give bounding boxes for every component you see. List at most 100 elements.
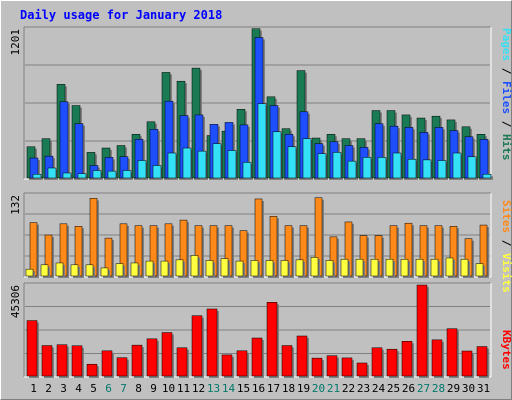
visits-bar	[325, 260, 334, 277]
visits-bar	[70, 264, 79, 277]
visits-bar	[355, 258, 364, 277]
kbytes-bar	[311, 357, 323, 377]
day-label: 7	[120, 382, 127, 395]
day-label: 3	[60, 382, 67, 395]
visits-bar	[445, 257, 454, 277]
kbytes-bar	[281, 345, 293, 377]
files-bar	[74, 123, 84, 179]
day-label: 13	[207, 382, 220, 395]
visits-bar	[190, 255, 199, 277]
y-axis-max-label: 1201	[9, 29, 22, 56]
pages-bar	[272, 131, 282, 179]
panel-sites-visits: 132	[9, 192, 492, 278]
visits-bar	[475, 263, 484, 277]
pages-bar	[167, 152, 177, 179]
visits-bar	[310, 257, 319, 277]
legend-part: Files	[500, 81, 512, 114]
day-label: 26	[402, 382, 415, 395]
pages-bar	[182, 147, 192, 179]
kbytes-bar	[461, 350, 473, 377]
pages-bar	[407, 159, 417, 179]
visits-bar	[250, 260, 259, 277]
pages-bar	[377, 157, 387, 179]
visits-bar	[175, 259, 184, 277]
pages-bar	[197, 150, 207, 179]
day-label: 10	[162, 382, 175, 395]
visits-bar	[220, 258, 229, 277]
pages-bar	[287, 146, 297, 179]
pages-bar	[92, 170, 102, 179]
pages-bar	[47, 167, 57, 179]
pages-bar	[212, 143, 222, 179]
day-label: 2	[45, 382, 52, 395]
visits-bar	[100, 267, 109, 277]
day-label: 18	[282, 382, 295, 395]
pages-bar	[362, 157, 372, 179]
kbytes-bar	[386, 348, 398, 377]
day-label: 21	[327, 382, 340, 395]
pages-bar	[107, 170, 117, 179]
visits-bar	[85, 264, 94, 277]
pages-bar	[77, 173, 87, 179]
kbytes-bar	[131, 344, 143, 377]
y-axis-max-label: 132	[9, 195, 22, 215]
kbytes-bar	[341, 357, 353, 377]
day-label: 31	[477, 382, 490, 395]
pages-bar	[482, 174, 492, 179]
pages-bar	[452, 152, 462, 179]
visits-bar	[40, 264, 49, 277]
kbytes-bar	[116, 357, 128, 377]
y-axis-max-label: 45306	[9, 285, 22, 318]
pages-bar	[242, 162, 252, 179]
kbytes-bar	[296, 335, 308, 377]
sites-bar	[89, 198, 98, 277]
visits-bar	[55, 262, 64, 277]
kbytes-bar	[56, 344, 68, 377]
day-label: 19	[297, 382, 310, 395]
day-label: 16	[252, 382, 265, 395]
day-label: 27	[417, 382, 430, 395]
legend-part: Pages	[500, 28, 512, 61]
visits-bar	[340, 258, 349, 277]
kbytes-bar	[266, 302, 278, 377]
legend-part: /	[500, 61, 512, 81]
legend-kbytes: KBytes	[500, 330, 512, 370]
day-label: 8	[135, 382, 142, 395]
panel-hits-files-pages: 1201	[9, 26, 493, 181]
day-label: 11	[177, 382, 190, 395]
pages-bar	[302, 138, 312, 179]
kbytes-bar	[86, 363, 98, 377]
day-label: 6	[105, 382, 112, 395]
visits-bar	[265, 260, 274, 277]
day-label: 23	[357, 382, 370, 395]
kbytes-bar	[221, 354, 233, 377]
day-label: 24	[372, 382, 386, 395]
visits-bar	[145, 260, 154, 277]
visits-bar	[385, 258, 394, 277]
legend-part: KBytes	[500, 330, 512, 370]
visits-bar	[295, 259, 304, 277]
kbytes-bar	[356, 362, 368, 377]
kbytes-bar	[176, 347, 188, 377]
kbytes-bar	[251, 337, 263, 377]
day-label: 20	[312, 382, 325, 395]
kbytes-bar	[431, 339, 443, 377]
pages-bar	[152, 165, 162, 179]
pages-bar	[137, 160, 147, 179]
kbytes-bar	[161, 332, 173, 377]
pages-bar	[332, 152, 342, 179]
panel-kbytes: 45306	[9, 282, 492, 378]
pages-bar	[32, 174, 42, 179]
day-label: 14	[222, 382, 236, 395]
files-bar	[59, 101, 69, 179]
pages-bar	[317, 153, 327, 179]
visits-bar	[160, 260, 169, 277]
pages-bar	[347, 160, 357, 179]
sites-bar	[29, 222, 38, 277]
kbytes-bar	[41, 345, 53, 377]
visits-bar	[115, 263, 124, 277]
visits-bar	[25, 268, 34, 277]
day-label: 15	[237, 382, 250, 395]
pages-bar	[422, 159, 432, 179]
kbytes-bar	[401, 341, 413, 377]
